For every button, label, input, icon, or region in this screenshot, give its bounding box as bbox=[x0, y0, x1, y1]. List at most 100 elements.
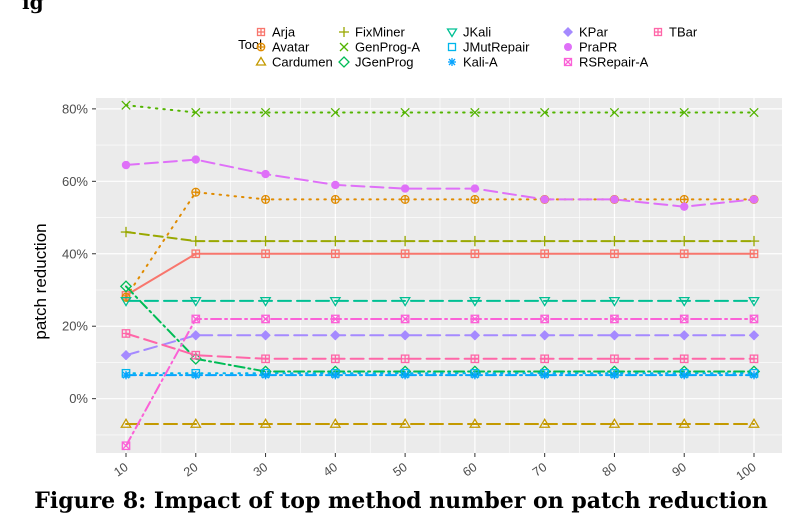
data-point-marker bbox=[255, 56, 267, 66]
legend-label: FixMiner bbox=[355, 25, 406, 40]
marker-shape bbox=[446, 28, 458, 38]
data-point-marker bbox=[540, 107, 550, 118]
marker-shape bbox=[678, 418, 691, 428]
legend-label: PraPR bbox=[579, 40, 617, 55]
series-line-jgenprog bbox=[125, 285, 755, 373]
series-line-genprog-a bbox=[125, 104, 755, 114]
marker-stroke bbox=[191, 314, 200, 324]
marker-stroke bbox=[261, 314, 270, 324]
marker-shape bbox=[121, 160, 131, 170]
marker-shape bbox=[748, 330, 760, 341]
x-tick-label: 70 bbox=[530, 460, 549, 479]
y-axis-label: patch reduction bbox=[31, 223, 50, 339]
marker-shape bbox=[120, 418, 132, 428]
data-point-marker bbox=[259, 418, 272, 428]
data-point-marker bbox=[191, 314, 201, 324]
data-point-marker bbox=[330, 249, 340, 259]
x-tick-label: 50 bbox=[390, 460, 409, 479]
legend-item: Cardumen bbox=[255, 55, 333, 70]
data-point-marker bbox=[749, 195, 759, 204]
marker-shape bbox=[749, 195, 759, 204]
data-point-marker bbox=[563, 57, 573, 67]
data-point-marker bbox=[748, 235, 760, 247]
data-point-marker bbox=[470, 314, 480, 324]
data-point-marker bbox=[749, 107, 759, 118]
legend-label: Cardumen bbox=[272, 55, 333, 70]
legend-item: JKali bbox=[446, 25, 491, 40]
data-point-marker bbox=[469, 297, 481, 307]
x-tick-label: 20 bbox=[181, 460, 200, 479]
figure-caption: Figure 8: Impact of top method number on… bbox=[34, 488, 768, 514]
data-point-marker bbox=[191, 370, 200, 380]
marker-shape bbox=[330, 330, 341, 341]
data-point-marker bbox=[679, 107, 689, 118]
data-point-marker bbox=[119, 280, 133, 293]
marker-shape bbox=[563, 57, 573, 67]
marker-shape bbox=[259, 297, 272, 307]
data-point-marker bbox=[399, 297, 411, 307]
data-point-marker bbox=[653, 27, 663, 37]
marker-stroke bbox=[448, 58, 456, 66]
x-tick-label: 90 bbox=[670, 460, 689, 479]
data-point-marker bbox=[469, 418, 481, 428]
marker-shape bbox=[260, 330, 271, 341]
data-point-marker bbox=[260, 330, 271, 341]
y-tick-label: 40% bbox=[62, 246, 88, 261]
x-tick-label: 30 bbox=[251, 460, 270, 479]
data-point-marker bbox=[261, 194, 271, 204]
data-point-marker bbox=[748, 418, 760, 428]
data-point-marker bbox=[470, 370, 480, 380]
x-tick-label: 60 bbox=[460, 460, 479, 479]
data-point-marker bbox=[191, 187, 201, 197]
x-tick-label: 100 bbox=[734, 460, 759, 480]
marker-stroke bbox=[122, 371, 130, 379]
series-line-prapr bbox=[125, 158, 755, 208]
marker-stroke bbox=[749, 107, 759, 118]
cut-off-heading: ig bbox=[22, 0, 44, 14]
series-points-cardumen bbox=[120, 418, 760, 428]
data-point-marker bbox=[540, 249, 550, 259]
legend-item: JMutRepair bbox=[447, 40, 530, 55]
data-point-marker bbox=[539, 330, 550, 341]
data-point-marker bbox=[469, 235, 481, 247]
marker-shape bbox=[338, 56, 350, 68]
marker-shape bbox=[608, 418, 621, 428]
data-point-marker bbox=[608, 418, 621, 428]
marker-stroke bbox=[121, 441, 131, 450]
data-point-marker bbox=[610, 370, 619, 380]
data-point-marker bbox=[329, 297, 342, 307]
data-point-marker bbox=[539, 235, 550, 247]
line-chart: 0% 20% 40% 60% 80% 10 20 30 40 50 60 70 80 90 100 pat… bbox=[31, 25, 782, 480]
data-point-marker bbox=[749, 314, 759, 324]
marker-stroke bbox=[609, 107, 620, 118]
data-point-marker bbox=[260, 235, 271, 247]
marker-stroke bbox=[400, 314, 410, 324]
marker-shape bbox=[329, 418, 342, 428]
data-point-marker bbox=[260, 107, 271, 118]
data-point-marker bbox=[470, 107, 480, 118]
data-point-marker bbox=[470, 194, 480, 204]
series-points-genprog-a bbox=[121, 100, 759, 118]
marker-shape bbox=[329, 297, 342, 307]
marker-shape bbox=[680, 202, 689, 211]
data-point-marker bbox=[121, 370, 131, 380]
marker-shape bbox=[748, 297, 760, 307]
legend-label: JKali bbox=[463, 25, 491, 40]
marker-shape bbox=[469, 297, 481, 307]
marker-shape bbox=[469, 418, 481, 428]
series-lines bbox=[125, 104, 755, 447]
marker-stroke bbox=[680, 314, 689, 324]
data-point-marker bbox=[609, 235, 620, 247]
data-point-marker bbox=[749, 370, 759, 380]
data-point-marker bbox=[749, 354, 759, 364]
data-point-marker bbox=[261, 249, 270, 259]
marker-stroke bbox=[470, 107, 480, 118]
legend-label: Kali-A bbox=[463, 55, 498, 70]
data-point-marker bbox=[330, 235, 341, 247]
marker-shape bbox=[749, 314, 759, 324]
data-point-marker bbox=[259, 297, 272, 307]
data-point-marker bbox=[400, 249, 410, 259]
data-point-marker bbox=[610, 314, 619, 324]
marker-shape bbox=[399, 297, 411, 307]
marker-stroke bbox=[749, 314, 759, 324]
